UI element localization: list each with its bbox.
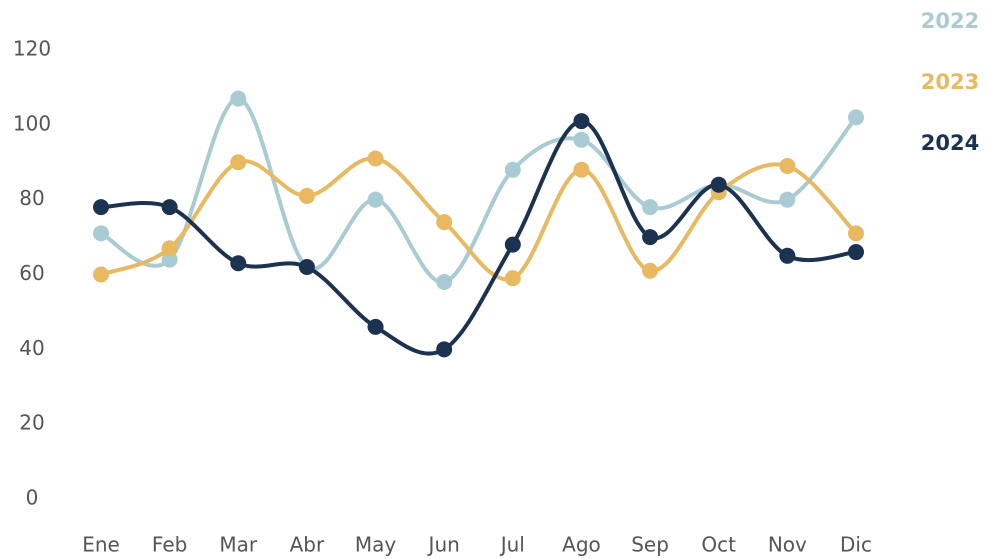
data-point: [710, 176, 727, 193]
data-point: [230, 154, 247, 171]
data-point: [161, 199, 178, 216]
data-point: [779, 191, 796, 208]
data-point: [93, 199, 109, 216]
series-line: [99, 96, 858, 284]
y-tick-label: 100: [13, 111, 51, 135]
data-point: [93, 266, 109, 283]
data-point: [367, 191, 384, 208]
data-point: [93, 225, 109, 242]
data-point: [642, 229, 659, 246]
data-point: [230, 90, 247, 107]
legend-label: 2024: [921, 131, 979, 155]
x-tick-label: Sep: [631, 533, 669, 557]
y-tick-label: 0: [26, 486, 39, 510]
data-point: [573, 113, 590, 130]
y-tick-label: 40: [19, 336, 44, 360]
data-point: [298, 259, 315, 276]
x-tick-label: Feb: [152, 533, 187, 557]
x-tick-label: Abr: [290, 533, 325, 557]
series-line: [99, 156, 858, 282]
data-point: [298, 187, 315, 204]
data-point: [573, 131, 590, 148]
y-tick-label: 20: [19, 411, 44, 435]
data-point: [779, 157, 796, 174]
legend-label: 2022: [921, 9, 979, 33]
data-point: [230, 255, 247, 272]
data-point: [642, 262, 659, 279]
data-point: [367, 318, 384, 335]
y-tick-label: 60: [19, 261, 44, 285]
x-tick-label: Dic: [840, 533, 872, 557]
data-point: [161, 240, 178, 257]
data-point: [573, 161, 590, 178]
x-tick-label: Jul: [499, 533, 525, 557]
y-tick-label: 80: [19, 186, 44, 210]
legend-label: 2023: [921, 70, 979, 94]
x-tick-label: Nov: [768, 533, 807, 557]
x-tick-label: Jun: [427, 533, 460, 557]
data-point: [504, 161, 521, 178]
data-point: [779, 247, 796, 264]
x-tick-label: May: [355, 533, 397, 557]
data-point: [436, 273, 453, 290]
data-point: [848, 109, 864, 126]
y-tick-label: 120: [13, 37, 51, 61]
x-tick-label: Mar: [219, 533, 258, 557]
data-point: [642, 199, 659, 216]
x-tick-label: Oct: [701, 533, 736, 557]
x-tick-label: Ago: [562, 533, 601, 557]
data-point: [436, 341, 453, 358]
x-tick-label: Ene: [82, 533, 120, 557]
data-point: [504, 270, 521, 287]
data-point: [848, 244, 864, 261]
data-point: [848, 225, 864, 242]
data-point: [504, 236, 521, 253]
data-point: [161, 251, 178, 268]
data-point: [436, 214, 453, 231]
data-point: [367, 150, 384, 167]
